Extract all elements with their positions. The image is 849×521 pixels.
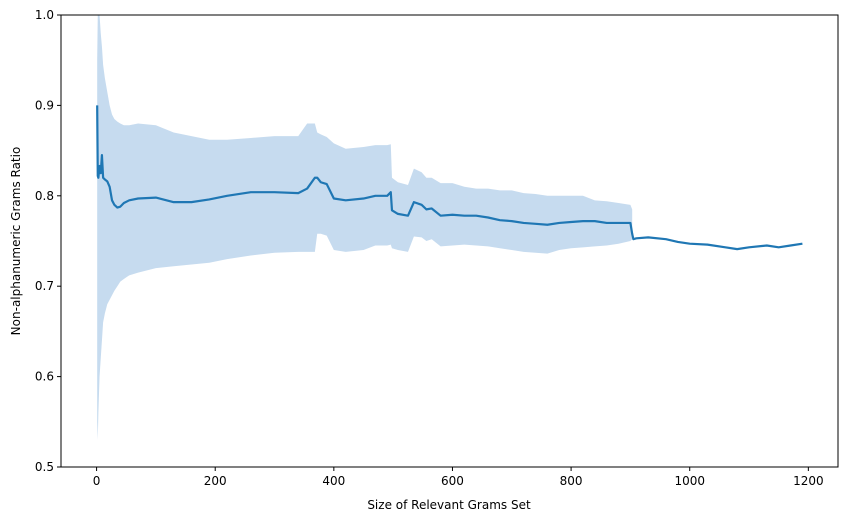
x-tick-label: 800 xyxy=(560,474,583,488)
x-axis-ticks: 0 200 400 600 800 1000 1200 xyxy=(93,467,824,488)
x-tick-label: 600 xyxy=(441,474,464,488)
x-tick-label: 0 xyxy=(93,474,101,488)
x-tick-label: 200 xyxy=(204,474,227,488)
x-tick-label: 1000 xyxy=(674,474,705,488)
y-tick-label: 0.7 xyxy=(35,279,54,293)
x-tick-label: 1200 xyxy=(793,474,824,488)
x-tick-label: 400 xyxy=(322,474,345,488)
y-tick-label: 0.9 xyxy=(35,98,54,112)
y-tick-label: 0.8 xyxy=(35,189,54,203)
series-line-layer xyxy=(96,105,803,251)
y-axis-ticks: 0.5 0.6 0.7 0.8 0.9 1.0 xyxy=(35,8,61,474)
y-tick-label: 0.5 xyxy=(35,460,54,474)
series-line-0 xyxy=(96,105,803,251)
y-tick-label: 1.0 xyxy=(35,8,54,22)
x-axis-label: Size of Relevant Grams Set xyxy=(367,498,531,512)
y-axis-label: Non-alphanumeric Grams Ratio xyxy=(9,147,23,336)
plot-frame xyxy=(60,14,839,468)
confidence-band xyxy=(97,15,633,440)
confidence-band-layer xyxy=(97,15,633,440)
y-tick-label: 0.6 xyxy=(35,370,54,384)
